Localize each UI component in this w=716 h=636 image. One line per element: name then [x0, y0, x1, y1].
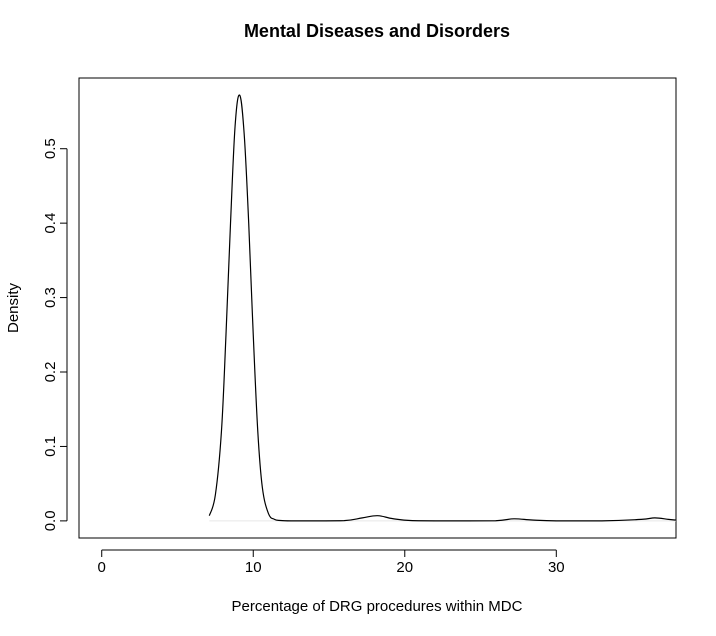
y-tick-label: 0.1 [42, 436, 59, 457]
density-curve [208, 94, 677, 522]
x-axis: 0 10 20 30 [98, 549, 565, 576]
x-tick-label: 20 [396, 559, 413, 576]
y-tick-label: 0.2 [42, 362, 59, 383]
y-tick-label: 0.5 [42, 138, 59, 159]
x-tick-label: 30 [548, 559, 565, 576]
chart-title: Mental Diseases and Disorders [244, 21, 510, 41]
plot-frame [78, 77, 677, 539]
y-tick-label: 0.0 [42, 510, 59, 531]
x-axis-label: Percentage of DRG procedures within MDC [232, 598, 523, 615]
x-tick-label: 10 [245, 559, 262, 576]
y-tick-label: 0.3 [42, 287, 59, 308]
y-axis: 0.0 0.1 0.2 0.3 0.4 0.5 [42, 138, 68, 531]
y-axis-label: Density [5, 282, 22, 333]
y-tick-label: 0.4 [42, 213, 59, 234]
x-tick-label: 0 [98, 559, 106, 576]
